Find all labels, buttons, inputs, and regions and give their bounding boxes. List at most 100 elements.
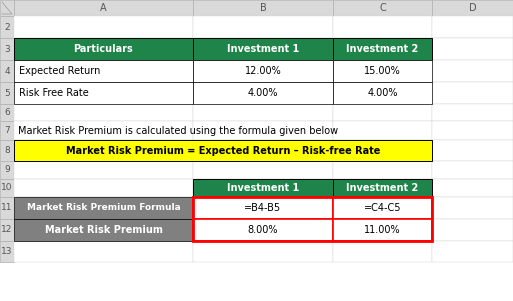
Bar — [193, 82, 333, 104]
Text: 10: 10 — [1, 184, 13, 193]
Text: C: C — [379, 3, 386, 13]
Bar — [14, 219, 193, 241]
Bar — [14, 197, 193, 219]
Bar — [0, 38, 14, 60]
Bar — [432, 241, 513, 262]
Bar — [14, 0, 193, 16]
Bar — [333, 82, 432, 104]
Text: 4.00%: 4.00% — [248, 88, 278, 98]
Bar — [193, 197, 333, 219]
Bar — [193, 197, 333, 219]
Text: 4.00%: 4.00% — [367, 88, 398, 98]
Bar — [333, 60, 432, 82]
Text: Market Risk Premium = Expected Return – Risk-free Rate: Market Risk Premium = Expected Return – … — [66, 145, 380, 156]
Text: 9: 9 — [4, 166, 10, 175]
Bar — [333, 241, 432, 262]
Bar — [193, 38, 333, 60]
Bar — [0, 219, 14, 241]
Bar — [14, 82, 193, 104]
Bar — [432, 60, 513, 82]
Bar — [193, 16, 333, 38]
Text: =C4-C5: =C4-C5 — [364, 203, 401, 213]
Bar — [0, 0, 14, 16]
Bar — [432, 121, 513, 140]
Bar — [0, 140, 14, 161]
Bar — [0, 60, 14, 82]
Bar — [0, 121, 14, 140]
Bar — [432, 38, 513, 60]
Text: Investment 2: Investment 2 — [346, 44, 419, 54]
Text: 12: 12 — [2, 225, 13, 234]
Text: 4: 4 — [4, 67, 10, 76]
Bar — [432, 197, 513, 219]
Bar — [193, 197, 432, 241]
Text: 2: 2 — [4, 23, 10, 32]
Text: Particulars: Particulars — [74, 44, 133, 54]
Bar — [333, 16, 432, 38]
Bar — [0, 82, 14, 104]
Bar — [333, 38, 432, 60]
Bar — [0, 179, 14, 197]
Bar — [193, 161, 333, 179]
Text: D: D — [469, 3, 476, 13]
Bar — [193, 0, 333, 16]
Text: Market Risk Premium Formula: Market Risk Premium Formula — [27, 203, 181, 213]
Bar — [14, 219, 193, 241]
Text: 11: 11 — [1, 203, 13, 213]
Bar — [193, 82, 333, 104]
Bar — [333, 197, 432, 219]
Text: =B4-B5: =B4-B5 — [244, 203, 282, 213]
Text: Risk Free Rate: Risk Free Rate — [19, 88, 89, 98]
Bar — [333, 60, 432, 82]
Text: Market Risk Premium: Market Risk Premium — [45, 225, 163, 235]
Text: Expected Return: Expected Return — [19, 66, 101, 76]
Bar — [432, 104, 513, 121]
Bar — [193, 219, 333, 241]
Bar — [333, 219, 432, 241]
Bar — [0, 104, 14, 121]
Text: 13: 13 — [1, 247, 13, 256]
Text: 8.00%: 8.00% — [248, 225, 278, 235]
Bar — [193, 60, 333, 82]
Text: 15.00%: 15.00% — [364, 66, 401, 76]
Bar — [333, 104, 432, 121]
Bar — [432, 82, 513, 104]
Bar — [14, 38, 193, 60]
Bar — [14, 16, 193, 38]
Bar — [333, 0, 432, 16]
Bar — [333, 38, 432, 60]
Bar — [432, 219, 513, 241]
Bar — [333, 219, 432, 241]
Text: 8: 8 — [4, 146, 10, 155]
Text: 6: 6 — [4, 108, 10, 117]
Bar — [193, 219, 333, 241]
Bar — [432, 179, 513, 197]
Bar — [193, 38, 333, 60]
Bar — [432, 16, 513, 38]
Bar — [14, 121, 193, 140]
Bar — [333, 161, 432, 179]
Bar — [0, 16, 14, 38]
Bar — [14, 179, 193, 197]
Bar — [14, 161, 193, 179]
Bar — [14, 38, 193, 60]
Bar — [432, 161, 513, 179]
Bar — [14, 82, 193, 104]
Bar — [14, 140, 193, 161]
Bar — [432, 140, 513, 161]
Bar — [14, 60, 193, 82]
Bar — [193, 121, 333, 140]
Bar — [14, 140, 432, 161]
Bar — [333, 82, 432, 104]
Text: Market Risk Premium is calculated using the formula given below: Market Risk Premium is calculated using … — [18, 126, 338, 135]
Text: 5: 5 — [4, 88, 10, 98]
Text: Investment 1: Investment 1 — [227, 44, 299, 54]
Bar — [193, 241, 333, 262]
Bar — [333, 121, 432, 140]
Bar — [0, 241, 14, 262]
Bar — [193, 179, 333, 197]
Bar — [333, 179, 432, 197]
Bar — [193, 60, 333, 82]
Text: 12.00%: 12.00% — [245, 66, 281, 76]
Bar — [432, 0, 513, 16]
